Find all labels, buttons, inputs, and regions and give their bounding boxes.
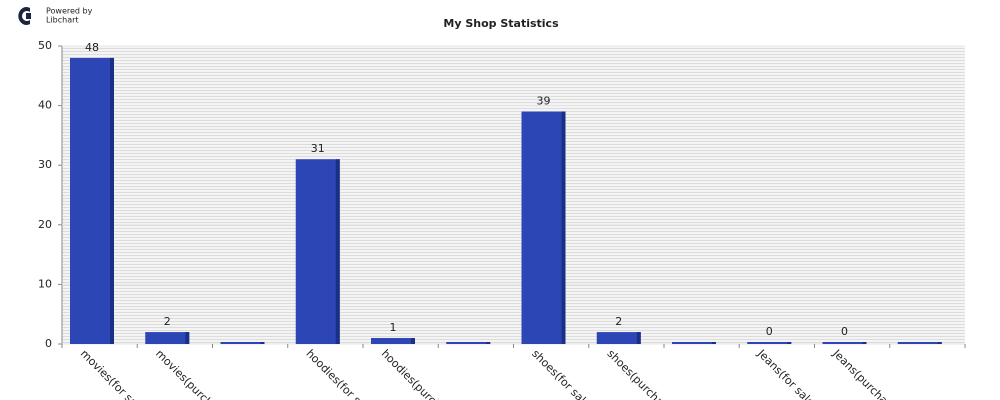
value-label: 0 xyxy=(766,325,773,338)
value-label: 39 xyxy=(537,95,551,108)
powered-by: Powered by xyxy=(46,7,93,16)
bar-side xyxy=(335,159,340,344)
bar xyxy=(220,342,265,344)
y-tick-label: 0 xyxy=(45,337,52,350)
bar-side xyxy=(712,342,716,344)
x-tick-label: Jeans(purchased) xyxy=(830,346,907,400)
x-tick-label: hoodies(for sale) xyxy=(304,347,379,400)
y-tick-label: 40 xyxy=(38,99,52,112)
x-tick-label: hoodies(purchased) xyxy=(379,347,465,400)
bar xyxy=(897,342,942,344)
bar xyxy=(521,111,566,344)
logo xyxy=(18,7,31,26)
y-tick-label: 50 xyxy=(38,39,52,52)
bar-side xyxy=(411,338,415,344)
bar xyxy=(747,342,792,344)
value-label: 1 xyxy=(390,321,397,334)
bar-side xyxy=(260,342,265,344)
bar xyxy=(822,342,867,344)
x-tick-label: shoes(purchased) xyxy=(605,347,683,400)
bar xyxy=(145,332,190,344)
brand: Libchart xyxy=(46,16,79,25)
bar-side xyxy=(787,342,792,344)
bar xyxy=(295,159,340,344)
bar-side xyxy=(185,332,190,344)
bar xyxy=(371,338,415,344)
bar-side xyxy=(636,332,641,344)
x-tick-label: Jeans(for sale) xyxy=(754,346,820,400)
bar xyxy=(70,57,114,345)
bar-side xyxy=(561,111,566,344)
bar-side xyxy=(486,342,491,344)
x-tick-label: movies(for sale) xyxy=(78,347,150,400)
value-label: 2 xyxy=(164,315,171,328)
bar-side xyxy=(862,342,867,344)
bar-side xyxy=(110,57,114,345)
bar xyxy=(596,332,641,344)
value-label: 31 xyxy=(311,142,325,155)
bar-side xyxy=(937,342,942,344)
y-tick-label: 10 xyxy=(38,277,52,290)
y-tick-label: 20 xyxy=(38,218,52,231)
bar xyxy=(672,342,716,344)
bar xyxy=(446,342,491,344)
value-label: 0 xyxy=(841,325,848,338)
plot-background xyxy=(62,46,965,344)
y-tick-label: 30 xyxy=(38,158,52,171)
value-label: 48 xyxy=(85,41,99,54)
chart-title: My Shop Statistics xyxy=(443,17,559,30)
value-label: 2 xyxy=(615,315,622,328)
x-tick-label: movies(purchased) xyxy=(153,347,237,400)
x-tick-label: shoes(for sale) xyxy=(529,347,596,400)
